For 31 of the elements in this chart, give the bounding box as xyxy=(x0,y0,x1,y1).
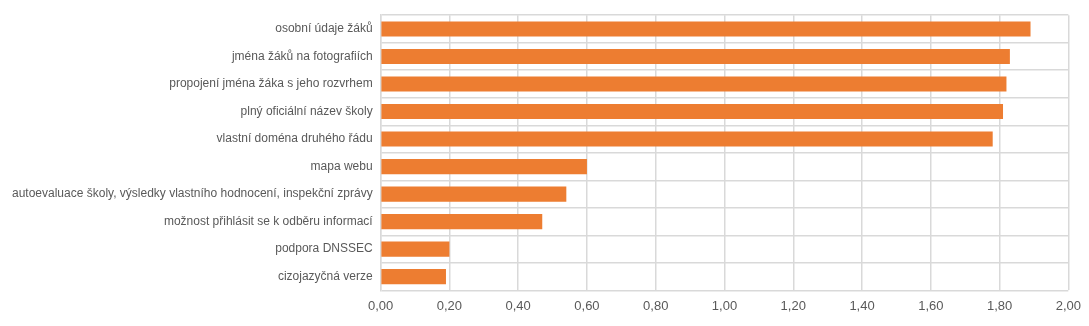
x-tick-label: 0,40 xyxy=(505,297,531,313)
y-tick-label: plný oficiální název školy xyxy=(240,103,373,118)
y-tick-label: možnost přihlásit se k odběru informací xyxy=(163,213,374,228)
x-tick-label: 1,20 xyxy=(780,297,806,313)
x-tick-label: 1,40 xyxy=(849,297,875,313)
x-tick-label: 0,20 xyxy=(436,297,463,313)
bar xyxy=(381,214,543,230)
bar xyxy=(381,158,587,175)
x-tick-label: 1,60 xyxy=(918,297,944,313)
x-tick-label: 1,80 xyxy=(986,297,1013,313)
y-tick-label: cizojazyčná verze xyxy=(277,268,373,283)
bar xyxy=(381,103,1004,120)
x-tick-label: 0,60 xyxy=(574,297,600,313)
bar xyxy=(381,76,1007,92)
bar xyxy=(381,48,1010,65)
x-tick-label: 0,80 xyxy=(643,297,669,313)
y-tick-label: mapa webu xyxy=(310,158,373,173)
x-tick-label: 1,00 xyxy=(711,297,738,313)
y-tick-label: propojení jména žáka s jeho rozvrhem xyxy=(169,76,373,91)
bar xyxy=(381,269,446,285)
y-tick-label: osobní údaje žáků xyxy=(275,21,373,36)
bar xyxy=(381,186,567,202)
y-tick-label: jména žáků na fotografiích xyxy=(230,48,373,63)
y-tick-label: autoevaluace školy, výsledky vlastního hodnocení, inspekční zprávy xyxy=(11,186,373,201)
bar xyxy=(381,241,450,257)
y-tick-label: vlastní doména druhého řádu xyxy=(216,131,373,146)
bar xyxy=(381,131,993,147)
x-tick-label: 0,00 xyxy=(367,297,394,313)
bar xyxy=(381,21,1031,37)
y-tick-label: podpora DNSSEC xyxy=(275,241,373,256)
x-tick-label: 2,00 xyxy=(1055,297,1082,313)
